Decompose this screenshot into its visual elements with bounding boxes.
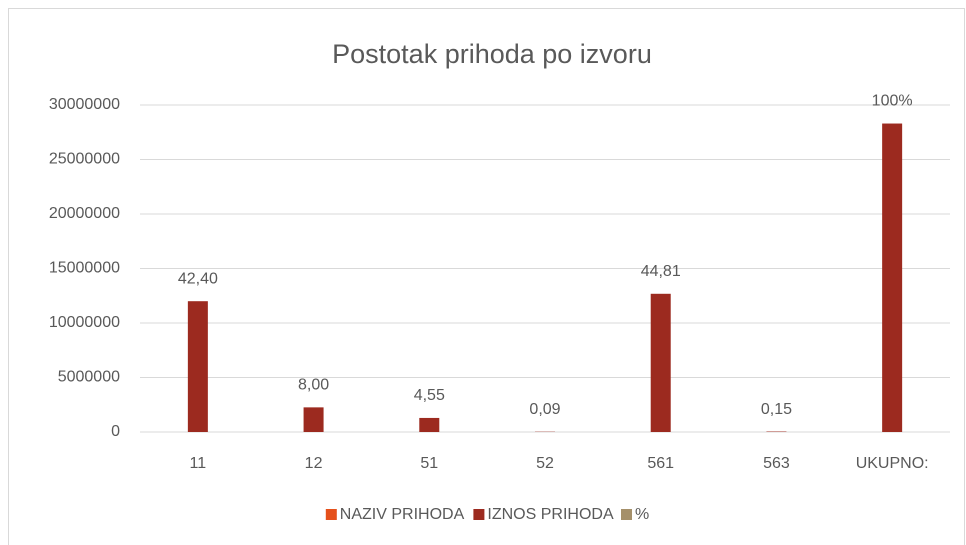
- x-tick-label: 51: [420, 455, 438, 472]
- legend-label: %: [635, 506, 649, 523]
- y-tick-label: 0: [111, 423, 120, 440]
- y-tick-label: 5000000: [58, 369, 120, 386]
- bar: [187, 301, 208, 432]
- x-tick-label: 52: [536, 455, 554, 472]
- legend-swatch: [621, 509, 632, 520]
- y-tick-label: 10000000: [49, 314, 120, 331]
- bar: [650, 293, 671, 432]
- legend-swatch: [473, 509, 485, 520]
- legend-label: NAZIV PRIHODA: [340, 506, 465, 523]
- chart-border: [8, 8, 965, 545]
- data-label: 8,00: [298, 377, 329, 394]
- data-label: 44,81: [641, 263, 681, 280]
- bar: [419, 417, 440, 432]
- legend-swatch: [325, 509, 337, 520]
- y-tick-label: 30000000: [49, 96, 120, 113]
- y-tick-label: 25000000: [49, 151, 120, 168]
- data-label: 0,15: [761, 401, 792, 418]
- legend-label: IZNOS PRIHODA: [487, 506, 614, 523]
- bar: [882, 123, 903, 432]
- x-tick-label: 561: [647, 455, 674, 472]
- x-tick-label: UKUPNO:: [856, 455, 929, 472]
- x-tick-label: 12: [305, 455, 323, 472]
- bar: [303, 407, 324, 432]
- y-tick-label: 15000000: [49, 260, 120, 277]
- x-tick-label: 563: [763, 455, 790, 472]
- data-label: 100%: [872, 93, 913, 110]
- chart-title: Postotak prihoda po izvoru: [332, 39, 652, 69]
- x-tick-label: 11: [190, 455, 207, 472]
- data-label: 42,40: [178, 270, 218, 287]
- y-tick-label: 20000000: [49, 205, 120, 222]
- data-label: 4,55: [414, 387, 445, 404]
- data-label: 0,09: [529, 401, 560, 418]
